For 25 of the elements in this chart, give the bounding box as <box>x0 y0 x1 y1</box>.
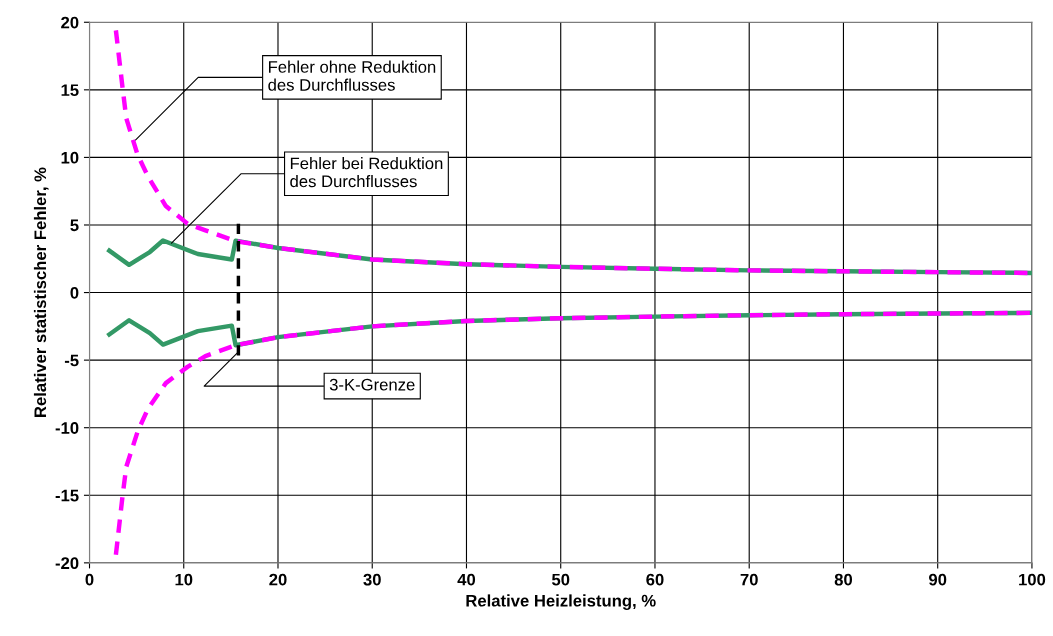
annotation: 3-K-Grenze <box>329 378 415 391</box>
y-tick-label: -20 <box>55 557 79 570</box>
x-tick-label: 10 <box>175 573 193 586</box>
y-tick-label: -15 <box>55 489 79 502</box>
annotation: Fehler bei Reduktion des Durchflusses <box>290 157 443 188</box>
x-tick-label: 90 <box>929 573 947 586</box>
x-tick-label: 50 <box>551 573 570 586</box>
y-tick-label: 15 <box>61 84 79 97</box>
y-tick-label: 5 <box>70 219 79 232</box>
x-tick-label: 70 <box>740 573 758 586</box>
y-tick-label: 0 <box>70 286 79 299</box>
x-tick-label: 60 <box>646 573 664 586</box>
x-tick-label: 100 <box>1019 573 1046 586</box>
y-tick-label: -5 <box>64 354 79 367</box>
x-tick-label: 20 <box>269 573 287 586</box>
annotation: Fehler ohne Reduktion des Durchflusses <box>268 60 436 91</box>
x-axis-title: Relative Heizleistung, % <box>466 594 656 610</box>
x-tick-label: 80 <box>834 573 853 586</box>
x-tick-label: 0 <box>85 573 94 586</box>
y-tick-label: 20 <box>61 16 79 29</box>
y-tick-label: 10 <box>61 151 79 164</box>
x-tick-label: 40 <box>457 573 476 586</box>
y-axis-title: Relativer statistischer Fehler, % <box>33 167 49 417</box>
y-tick-label: -10 <box>55 422 79 434</box>
x-tick-label: 30 <box>363 573 381 586</box>
